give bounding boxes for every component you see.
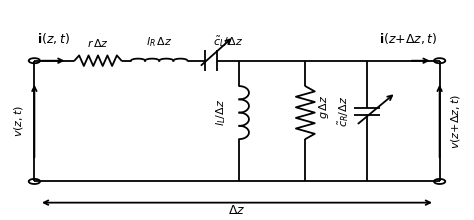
Text: $\mathbf{i}(z,t)$: $\mathbf{i}(z,t)$ [36,31,70,46]
Text: $l_L/\Delta z$: $l_L/\Delta z$ [214,99,228,126]
Text: $\Delta z$: $\Delta z$ [228,204,246,217]
Text: $\tilde{c}_R/\Delta z$: $\tilde{c}_R/\Delta z$ [336,96,351,127]
Text: $r\,\Delta z$: $r\,\Delta z$ [87,37,109,49]
Text: $\mathbf{i}(z{+}\Delta z,t)$: $\mathbf{i}(z{+}\Delta z,t)$ [379,31,438,46]
Text: $\tilde{c}_L/\Delta z$: $\tilde{c}_L/\Delta z$ [213,34,244,49]
Text: $g\,\Delta z$: $g\,\Delta z$ [317,94,331,119]
Text: $v(z,t)$: $v(z,t)$ [12,105,25,137]
Text: $l_R\,\Delta z$: $l_R\,\Delta z$ [146,35,173,49]
Text: $v(z{+}\Delta z,t)$: $v(z{+}\Delta z,t)$ [449,94,462,148]
